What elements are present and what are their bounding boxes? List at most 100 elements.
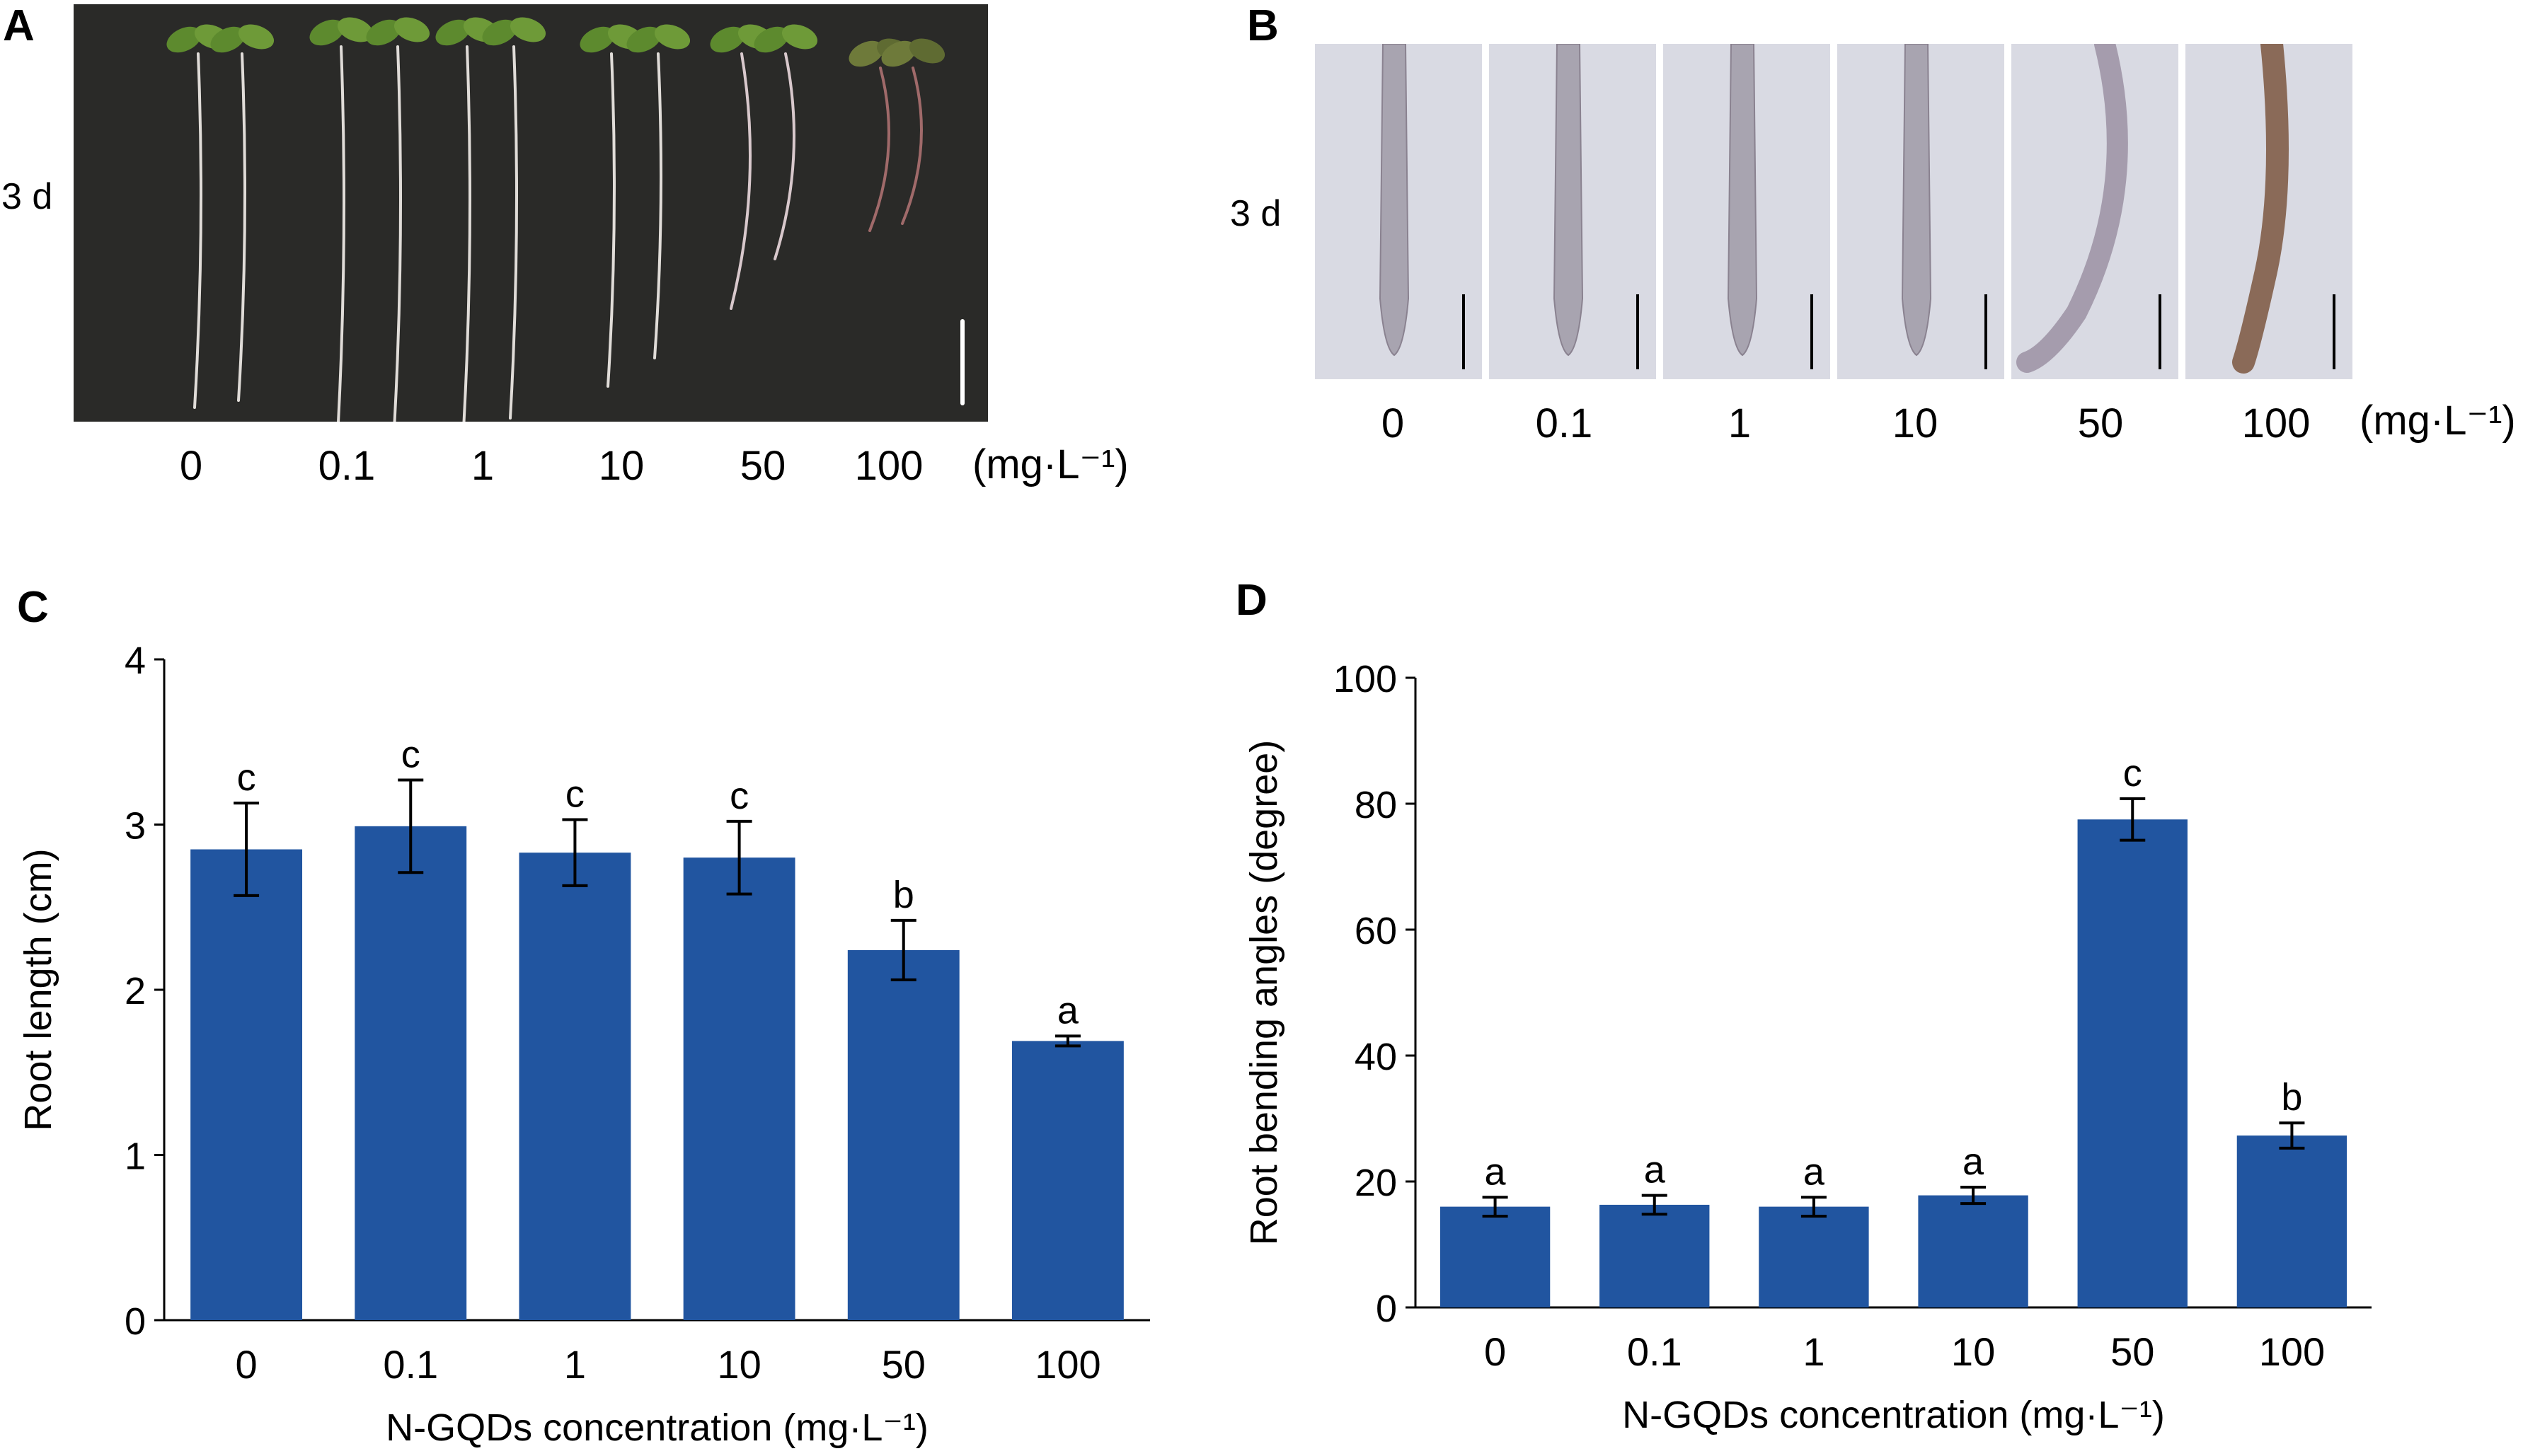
seedling-leaf: [781, 24, 818, 50]
seedling-leaf: [849, 40, 884, 67]
significance-letter: a: [1962, 1140, 1984, 1183]
seedling-root: [607, 52, 616, 388]
panel-b-timepoint: 3 d: [1230, 193, 1282, 234]
y-tick-label: 100: [1333, 658, 1397, 700]
seedling-root: [462, 45, 471, 422]
root-tip: [1727, 44, 1758, 357]
significance-letter: c: [237, 756, 256, 799]
seedling-root: [730, 52, 752, 310]
seedling-root: [337, 45, 345, 422]
seedling-root: [509, 45, 518, 420]
bar: [2236, 1136, 2347, 1307]
panel-a-conc-label: 0: [179, 443, 203, 489]
significance-letter: c: [2123, 752, 2142, 795]
y-tick-label: 1: [125, 1136, 146, 1178]
root-tip: [2016, 44, 2128, 373]
bar: [847, 949, 960, 1320]
x-tick-label: 50: [882, 1342, 926, 1387]
panel-a-conc-label: 1: [471, 443, 495, 489]
seedling-leaf: [309, 19, 345, 46]
seedling-leaf: [435, 19, 471, 46]
y-tick-label: 80: [1355, 784, 1397, 826]
panel-b-unit: (mg·L⁻¹): [2360, 398, 2516, 444]
bar: [1599, 1204, 1710, 1307]
x-tick-label: 1: [1803, 1329, 1824, 1374]
bar: [1918, 1195, 2028, 1307]
seedling-root: [868, 67, 890, 232]
significance-letter: a: [1644, 1149, 1666, 1191]
seedling-leaf: [710, 26, 745, 53]
y-tick-label: 60: [1355, 910, 1397, 952]
root-bending-chart: 0 20 40 60 80 100 a 0 a 0.1 a 1 a 10 c 50 b 100 N-GQDs con…: [1243, 658, 2372, 1436]
panel-a-timepoint: 3 d: [1, 176, 53, 217]
seedling-root: [774, 52, 795, 260]
panel-b-letter: B: [1247, 1, 1279, 50]
bar: [355, 826, 467, 1320]
seedling-leaf: [393, 17, 430, 42]
seedling-leaf: [166, 26, 202, 53]
panel-b-conc-label: 50: [2077, 400, 2124, 446]
panel-b-conc-label: 1: [1728, 400, 1752, 446]
y-tick-label: 2: [125, 970, 146, 1012]
bar: [1011, 1041, 1124, 1320]
micrograph-frame: [2011, 44, 2178, 379]
root-tip: [1379, 44, 1410, 357]
x-tick-label: 0: [236, 1342, 258, 1387]
root-tip: [1901, 44, 1932, 357]
root-tip: [2232, 44, 2289, 374]
y-tick-label: 0: [1376, 1288, 1397, 1330]
seedling-leaf: [580, 26, 615, 53]
bar: [190, 849, 303, 1320]
panel-b-conc-label: 100: [2241, 400, 2311, 446]
bar: [519, 853, 631, 1320]
significance-letter: b: [2281, 1076, 2302, 1119]
seedling-leaf: [210, 26, 246, 53]
x-tick-label: 100: [1035, 1342, 1100, 1387]
y-tick-label: 0: [125, 1300, 146, 1343]
y-tick-label: 40: [1355, 1036, 1397, 1078]
seedling-leaf: [482, 19, 517, 46]
panel-a-conc-label: 10: [598, 443, 645, 489]
seedling-leaf: [337, 17, 374, 42]
seedling-leaf: [238, 24, 275, 50]
panel-b-conc-label: 0: [1381, 400, 1405, 446]
x-tick-label: 1: [564, 1342, 586, 1387]
y-axis-title: Root bending angles (degree): [1243, 740, 1285, 1246]
bar: [1759, 1206, 1869, 1307]
significance-letter: a: [1803, 1150, 1825, 1193]
root-length-chart: 0 1 2 3 4 c 0 c 0.1 c 1 c 10 b 50 a 100 N-GQDs concentrat…: [17, 640, 1150, 1449]
y-tick-label: 4: [125, 640, 146, 682]
panel-a-conc-label: 50: [740, 443, 786, 489]
panel-d-letter: D: [1236, 576, 1268, 625]
seedling-leaf: [881, 40, 916, 67]
significance-letter: c: [401, 733, 420, 775]
significance-letter: a: [1057, 989, 1079, 1032]
x-axis-title: N-GQDs concentration (mg·L⁻¹): [386, 1406, 929, 1449]
seedling-leaf: [754, 26, 789, 53]
significance-letter: c: [730, 775, 749, 817]
panel-b-conc-label: 10: [1892, 400, 1938, 446]
panel-a-unit: (mg·L⁻¹): [972, 441, 1129, 487]
panel-a-conc-label: 100: [854, 443, 924, 489]
seedling-root: [393, 45, 402, 422]
y-axis-title: Root length (cm): [17, 848, 59, 1131]
x-tick-label: 0: [1484, 1329, 1506, 1374]
bar: [683, 857, 795, 1320]
x-tick-label: 10: [717, 1342, 761, 1387]
x-axis-title: N-GQDs concentration (mg·L⁻¹): [1622, 1394, 2165, 1436]
significance-letter: b: [893, 874, 914, 916]
x-tick-label: 100: [2259, 1329, 2325, 1374]
significance-letter: a: [1485, 1150, 1507, 1193]
seedling-leaf: [654, 24, 691, 50]
y-tick-label: 3: [125, 805, 146, 848]
bar: [2077, 819, 2188, 1307]
panel-c-letter: C: [17, 583, 49, 632]
panel-a-conc-label: 0.1: [318, 443, 376, 489]
photo-background: [74, 4, 988, 422]
significance-letter: c: [565, 773, 585, 815]
x-tick-label: 50: [2110, 1329, 2154, 1374]
seedling-leaf: [366, 19, 401, 46]
panel-a-letter: A: [3, 1, 35, 50]
seedling-root: [237, 52, 246, 402]
seedling-root: [653, 52, 662, 359]
